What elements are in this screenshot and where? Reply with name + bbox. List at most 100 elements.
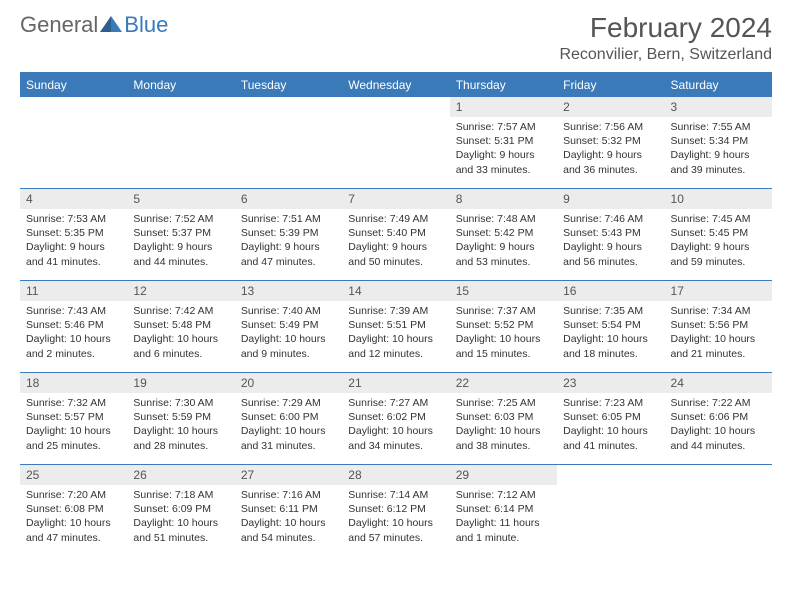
day-number: 19: [127, 373, 234, 393]
calendar-cell: 7Sunrise: 7:49 AMSunset: 5:40 PMDaylight…: [342, 189, 449, 281]
day-number: 27: [235, 465, 342, 485]
day-number: 24: [665, 373, 772, 393]
day-details: Sunrise: 7:37 AMSunset: 5:52 PMDaylight:…: [450, 301, 557, 364]
day-details: Sunrise: 7:43 AMSunset: 5:46 PMDaylight:…: [20, 301, 127, 364]
weekday-header: Saturday: [665, 73, 772, 97]
weekday-header: Tuesday: [235, 73, 342, 97]
calendar-cell: 11Sunrise: 7:43 AMSunset: 5:46 PMDayligh…: [20, 281, 127, 373]
calendar-cell: 2Sunrise: 7:56 AMSunset: 5:32 PMDaylight…: [557, 97, 664, 189]
calendar-cell: 6Sunrise: 7:51 AMSunset: 5:39 PMDaylight…: [235, 189, 342, 281]
day-number: 29: [450, 465, 557, 485]
calendar-cell: 20Sunrise: 7:29 AMSunset: 6:00 PMDayligh…: [235, 373, 342, 465]
calendar-cell: 21Sunrise: 7:27 AMSunset: 6:02 PMDayligh…: [342, 373, 449, 465]
calendar-cell: 16Sunrise: 7:35 AMSunset: 5:54 PMDayligh…: [557, 281, 664, 373]
calendar-cell: 4Sunrise: 7:53 AMSunset: 5:35 PMDaylight…: [20, 189, 127, 281]
weekday-header: Wednesday: [342, 73, 449, 97]
calendar-cell: 14Sunrise: 7:39 AMSunset: 5:51 PMDayligh…: [342, 281, 449, 373]
day-number: 18: [20, 373, 127, 393]
day-details: Sunrise: 7:56 AMSunset: 5:32 PMDaylight:…: [557, 117, 664, 180]
calendar-cell: 18Sunrise: 7:32 AMSunset: 5:57 PMDayligh…: [20, 373, 127, 465]
day-details: Sunrise: 7:52 AMSunset: 5:37 PMDaylight:…: [127, 209, 234, 272]
day-details: Sunrise: 7:29 AMSunset: 6:00 PMDaylight:…: [235, 393, 342, 456]
day-number: 15: [450, 281, 557, 301]
day-number: 2: [557, 97, 664, 117]
day-number: 3: [665, 97, 772, 117]
calendar-cell: 5Sunrise: 7:52 AMSunset: 5:37 PMDaylight…: [127, 189, 234, 281]
day-number: 7: [342, 189, 449, 209]
day-details: Sunrise: 7:48 AMSunset: 5:42 PMDaylight:…: [450, 209, 557, 272]
weekday-header-row: Sunday Monday Tuesday Wednesday Thursday…: [20, 73, 772, 97]
calendar-cell: 23Sunrise: 7:23 AMSunset: 6:05 PMDayligh…: [557, 373, 664, 465]
day-number: 14: [342, 281, 449, 301]
calendar-cell: 24Sunrise: 7:22 AMSunset: 6:06 PMDayligh…: [665, 373, 772, 465]
day-number: 9: [557, 189, 664, 209]
day-details: Sunrise: 7:22 AMSunset: 6:06 PMDaylight:…: [665, 393, 772, 456]
day-details: Sunrise: 7:55 AMSunset: 5:34 PMDaylight:…: [665, 117, 772, 180]
weekday-header: Sunday: [20, 73, 127, 97]
calendar-cell: 27Sunrise: 7:16 AMSunset: 6:11 PMDayligh…: [235, 465, 342, 557]
calendar-cell: [20, 97, 127, 189]
day-number: 12: [127, 281, 234, 301]
day-details: Sunrise: 7:49 AMSunset: 5:40 PMDaylight:…: [342, 209, 449, 272]
calendar-cell: [127, 97, 234, 189]
day-details: Sunrise: 7:53 AMSunset: 5:35 PMDaylight:…: [20, 209, 127, 272]
day-number: 23: [557, 373, 664, 393]
calendar-cell: 9Sunrise: 7:46 AMSunset: 5:43 PMDaylight…: [557, 189, 664, 281]
weekday-header: Monday: [127, 73, 234, 97]
calendar-cell: 25Sunrise: 7:20 AMSunset: 6:08 PMDayligh…: [20, 465, 127, 557]
calendar-cell: [342, 97, 449, 189]
calendar-cell: 28Sunrise: 7:14 AMSunset: 6:12 PMDayligh…: [342, 465, 449, 557]
day-details: Sunrise: 7:51 AMSunset: 5:39 PMDaylight:…: [235, 209, 342, 272]
calendar-cell: 15Sunrise: 7:37 AMSunset: 5:52 PMDayligh…: [450, 281, 557, 373]
day-number: 13: [235, 281, 342, 301]
day-details: Sunrise: 7:35 AMSunset: 5:54 PMDaylight:…: [557, 301, 664, 364]
day-number: 5: [127, 189, 234, 209]
calendar-row: 4Sunrise: 7:53 AMSunset: 5:35 PMDaylight…: [20, 189, 772, 281]
day-number: 25: [20, 465, 127, 485]
day-details: Sunrise: 7:57 AMSunset: 5:31 PMDaylight:…: [450, 117, 557, 180]
day-details: Sunrise: 7:40 AMSunset: 5:49 PMDaylight:…: [235, 301, 342, 364]
day-number: 8: [450, 189, 557, 209]
day-number: 1: [450, 97, 557, 117]
day-details: Sunrise: 7:42 AMSunset: 5:48 PMDaylight:…: [127, 301, 234, 364]
logo-text-general: General: [20, 12, 98, 38]
day-details: Sunrise: 7:12 AMSunset: 6:14 PMDaylight:…: [450, 485, 557, 548]
calendar-cell: 26Sunrise: 7:18 AMSunset: 6:09 PMDayligh…: [127, 465, 234, 557]
month-title: February 2024: [559, 12, 772, 44]
day-number: 4: [20, 189, 127, 209]
day-number: 20: [235, 373, 342, 393]
day-details: Sunrise: 7:20 AMSunset: 6:08 PMDaylight:…: [20, 485, 127, 548]
calendar-cell: 8Sunrise: 7:48 AMSunset: 5:42 PMDaylight…: [450, 189, 557, 281]
day-details: Sunrise: 7:16 AMSunset: 6:11 PMDaylight:…: [235, 485, 342, 548]
calendar-row: 18Sunrise: 7:32 AMSunset: 5:57 PMDayligh…: [20, 373, 772, 465]
day-number: 22: [450, 373, 557, 393]
calendar-cell: 22Sunrise: 7:25 AMSunset: 6:03 PMDayligh…: [450, 373, 557, 465]
calendar-cell: 3Sunrise: 7:55 AMSunset: 5:34 PMDaylight…: [665, 97, 772, 189]
day-number: 28: [342, 465, 449, 485]
calendar-body: 1Sunrise: 7:57 AMSunset: 5:31 PMDaylight…: [20, 97, 772, 557]
day-details: Sunrise: 7:39 AMSunset: 5:51 PMDaylight:…: [342, 301, 449, 364]
day-details: Sunrise: 7:46 AMSunset: 5:43 PMDaylight:…: [557, 209, 664, 272]
calendar-row: 11Sunrise: 7:43 AMSunset: 5:46 PMDayligh…: [20, 281, 772, 373]
day-number: 10: [665, 189, 772, 209]
weekday-header: Thursday: [450, 73, 557, 97]
calendar-row: 1Sunrise: 7:57 AMSunset: 5:31 PMDaylight…: [20, 97, 772, 189]
day-number: 21: [342, 373, 449, 393]
calendar-cell: 13Sunrise: 7:40 AMSunset: 5:49 PMDayligh…: [235, 281, 342, 373]
calendar-cell: 1Sunrise: 7:57 AMSunset: 5:31 PMDaylight…: [450, 97, 557, 189]
day-details: Sunrise: 7:30 AMSunset: 5:59 PMDaylight:…: [127, 393, 234, 456]
calendar-row: 25Sunrise: 7:20 AMSunset: 6:08 PMDayligh…: [20, 465, 772, 557]
title-block: February 2024 Reconvilier, Bern, Switzer…: [559, 12, 772, 64]
day-number: 11: [20, 281, 127, 301]
calendar-cell: [235, 97, 342, 189]
day-details: Sunrise: 7:23 AMSunset: 6:05 PMDaylight:…: [557, 393, 664, 456]
calendar-cell: 17Sunrise: 7:34 AMSunset: 5:56 PMDayligh…: [665, 281, 772, 373]
day-number: 26: [127, 465, 234, 485]
calendar-cell: [557, 465, 664, 557]
weekday-header: Friday: [557, 73, 664, 97]
logo: General Blue: [20, 12, 168, 38]
day-number: 16: [557, 281, 664, 301]
calendar-grid: Sunday Monday Tuesday Wednesday Thursday…: [20, 72, 772, 557]
calendar-cell: 12Sunrise: 7:42 AMSunset: 5:48 PMDayligh…: [127, 281, 234, 373]
calendar-cell: [665, 465, 772, 557]
